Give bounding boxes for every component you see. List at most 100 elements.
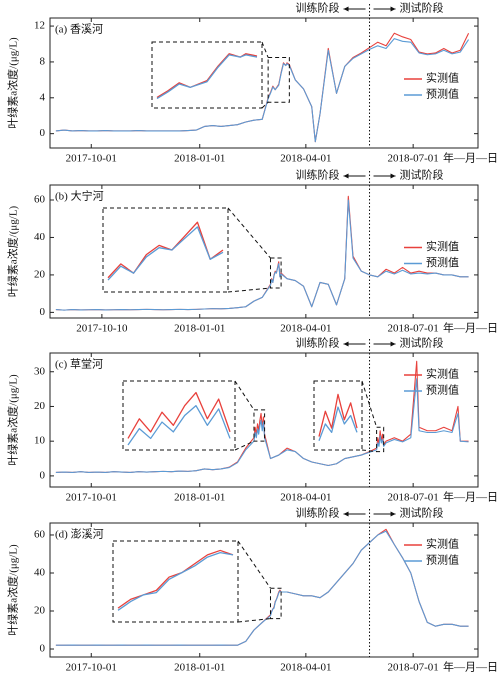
- legend-label: 预测值: [426, 256, 459, 269]
- train-label: 训练阶段: [296, 1, 340, 15]
- inset-line: [156, 54, 258, 100]
- x-tick-label: 2017-10-01: [66, 662, 117, 673]
- series-line: [55, 360, 469, 473]
- panel-label: (c) 草堂河: [55, 358, 103, 371]
- connector: [261, 101, 269, 109]
- y-tick-label: 60: [34, 529, 46, 541]
- test-label: 测试阶段: [400, 1, 444, 15]
- x-tick-label: 2017-10-01: [66, 153, 117, 165]
- y-tick-label: 60: [34, 194, 46, 206]
- series-line: [55, 38, 470, 143]
- x-tick-label: 2018-07-01: [387, 492, 438, 504]
- y-tick-label: 40: [34, 567, 46, 579]
- y-tick-label: 20: [34, 400, 46, 412]
- connector: [361, 449, 377, 453]
- plot-frame: [49, 17, 479, 149]
- zoom-box: [376, 426, 385, 453]
- y-axis-label: 叶绿素a浓度/(μg/L): [6, 37, 20, 129]
- zoom-box: [269, 587, 282, 620]
- x-tick-label: 2018-07-01: [387, 662, 438, 673]
- x-tick-label: 2017-10-10: [76, 323, 128, 335]
- x-tick-label: 2018-04-01: [280, 323, 331, 335]
- arrow-head: [343, 341, 349, 347]
- inset-line: [107, 226, 224, 281]
- y-tick-label: 20: [34, 605, 46, 617]
- arrow-head: [343, 511, 349, 517]
- inset-box: [102, 207, 229, 293]
- connector: [237, 618, 271, 623]
- connector: [361, 380, 378, 428]
- train-label: 训练阶段: [296, 506, 340, 520]
- inset-line: [318, 406, 358, 442]
- legend-label: 预测值: [426, 88, 459, 101]
- panel-label: (a) 香溪河: [55, 23, 103, 36]
- connector: [227, 207, 271, 259]
- test-label: 测试阶段: [400, 336, 444, 350]
- inset-line: [117, 549, 234, 609]
- x-axis-label: 年—月—日: [443, 151, 498, 165]
- train-label: 训练阶段: [296, 336, 340, 350]
- y-tick-label: 20: [34, 268, 46, 280]
- test-label: 测试阶段: [400, 168, 444, 182]
- x-tick-label: 2018-01-01: [174, 492, 225, 504]
- x-tick-label: 2018-04-01: [280, 662, 331, 673]
- panel-label: (b) 大宁河: [55, 189, 104, 203]
- x-axis-label: 年—月—日: [443, 660, 498, 673]
- panel-label: (d) 澎溪河: [55, 528, 104, 541]
- inset-box: [313, 380, 363, 451]
- legend-label: 实测值: [426, 239, 459, 253]
- y-tick-label: 12: [34, 20, 45, 32]
- y-tick-label: 30: [34, 365, 46, 377]
- test-label: 测试阶段: [400, 506, 444, 520]
- y-tick-label: 40: [34, 231, 46, 243]
- series-line: [55, 199, 469, 311]
- arrow-head: [390, 341, 396, 347]
- x-tick-label: 2018-01-01: [174, 323, 225, 335]
- x-axis-label: 年—月—日: [443, 321, 498, 335]
- x-axis-label: 年—月—日: [443, 490, 498, 504]
- arrow-head: [343, 6, 349, 12]
- x-tick-label: 2018-04-01: [280, 492, 331, 504]
- connector: [227, 287, 271, 293]
- plot-frame: [49, 352, 479, 488]
- y-tick-label: 0: [40, 643, 46, 655]
- x-tick-label: 2018-04-01: [280, 153, 331, 165]
- inset-line: [107, 221, 224, 279]
- legend-label: 实测值: [426, 367, 459, 381]
- connector: [237, 540, 271, 589]
- y-tick-label: 0: [40, 306, 46, 318]
- arrow-head: [390, 173, 396, 179]
- y-tick-label: 8: [40, 55, 46, 67]
- legend-label: 实测值: [426, 537, 459, 551]
- legend-label: 实测值: [426, 71, 459, 85]
- x-tick-label: 2018-07-01: [387, 323, 438, 335]
- inset-line: [127, 391, 231, 439]
- plot-frame: [49, 522, 479, 658]
- inset-box: [112, 540, 239, 623]
- inset-line: [127, 405, 231, 446]
- y-axis-label: 叶绿素a浓度/(μg/L): [6, 374, 20, 466]
- train-label: 训练阶段: [296, 168, 340, 182]
- y-axis-label: 叶绿素a浓度/(μg/L): [6, 205, 20, 297]
- arrow-head: [390, 6, 396, 12]
- arrow-head: [390, 511, 396, 517]
- connector: [261, 41, 269, 58]
- y-tick-label: 0: [40, 469, 46, 481]
- inset-box: [151, 41, 263, 109]
- inset-line: [117, 552, 234, 611]
- y-tick-label: 0: [40, 127, 46, 139]
- connector: [234, 440, 255, 451]
- y-axis-label: 叶绿素a浓度/(μg/L): [6, 544, 20, 636]
- arrow-head: [343, 173, 349, 179]
- x-tick-label: 2018-01-01: [174, 153, 225, 165]
- connector: [234, 380, 255, 411]
- legend-label: 预测值: [426, 554, 459, 567]
- y-tick-label: 4: [40, 91, 46, 103]
- legend-label: 预测值: [426, 384, 459, 397]
- zoom-box: [269, 257, 282, 289]
- inset-line: [318, 393, 358, 437]
- x-tick-label: 2018-01-01: [174, 662, 225, 673]
- y-tick-label: 10: [34, 435, 46, 447]
- zoom-box: [267, 56, 290, 103]
